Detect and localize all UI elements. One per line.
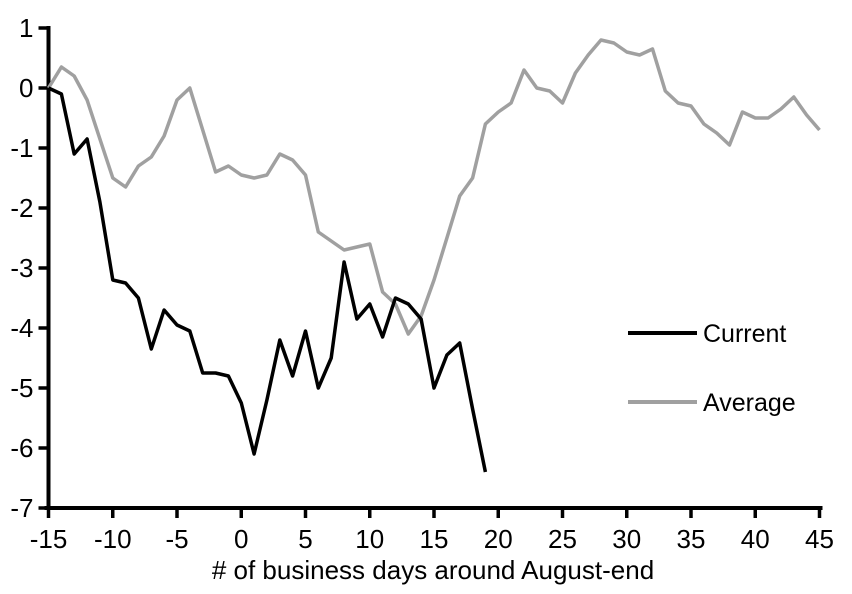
x-tick-label: -10 xyxy=(94,524,132,554)
y-tick-label: 1 xyxy=(19,13,33,43)
x-tick-label: 20 xyxy=(484,524,513,554)
y-tick-label: 0 xyxy=(19,73,33,103)
y-tick-label: -6 xyxy=(10,433,33,463)
x-tick-label: 15 xyxy=(420,524,449,554)
legend-label-average: Average xyxy=(703,389,796,417)
x-tick-label: -5 xyxy=(165,524,188,554)
tick-marks xyxy=(38,26,822,518)
x-tick-label: 30 xyxy=(612,524,641,554)
series-line-current xyxy=(47,86,488,473)
x-tick-label: 40 xyxy=(741,524,770,554)
y-tick-label: -4 xyxy=(10,313,33,343)
series-line-average xyxy=(47,38,821,336)
y-tick-label: -2 xyxy=(10,193,33,223)
tick-labels: 10-1-2-3-4-5-6-7-15 -10 -5 0 5 10 15 20 25 30 35 40… xyxy=(10,13,834,554)
y-tick-label: -1 xyxy=(10,133,33,163)
legend: Current Average xyxy=(628,320,796,417)
legend-label-current: Current xyxy=(703,320,786,348)
x-tick-label: 5 xyxy=(298,524,312,554)
x-tick-label: 25 xyxy=(548,524,577,554)
x-axis-title: # of business days around August-end xyxy=(212,555,654,585)
x-tick-label: 35 xyxy=(677,524,706,554)
y-tick-label: -5 xyxy=(10,373,33,403)
x-tick-label: -15 xyxy=(30,524,68,554)
x-tick-label: 10 xyxy=(355,524,384,554)
axes xyxy=(44,26,823,510)
y-tick-label: -3 xyxy=(10,253,33,283)
x-tick-label: 45 xyxy=(805,524,834,554)
x-tick-label: 0 xyxy=(234,524,248,554)
y-tick-label: -7 xyxy=(10,493,33,523)
series-lines xyxy=(47,38,821,473)
